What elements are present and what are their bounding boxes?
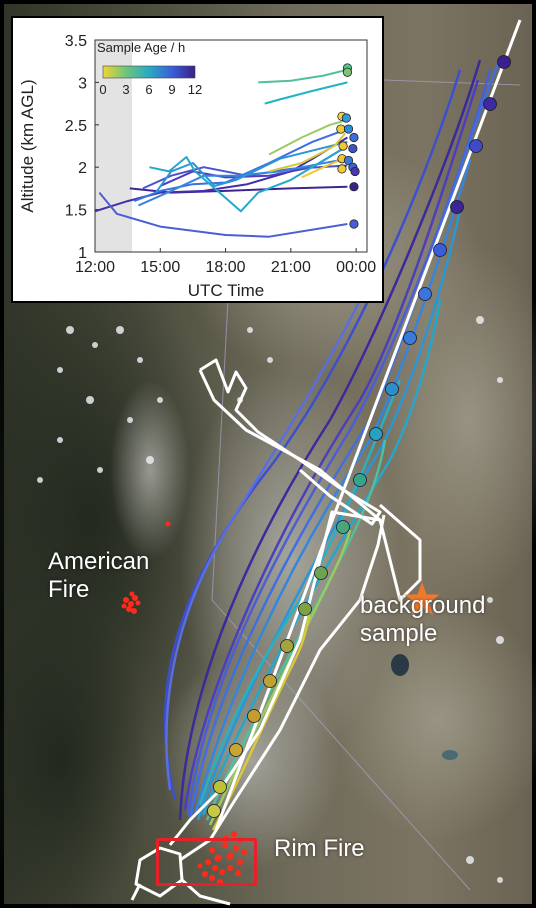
rim-fire-label: Rim Fire xyxy=(274,835,365,862)
colorbar-tick-label: 6 xyxy=(145,82,152,97)
background-sample-label-line1: background xyxy=(360,592,486,619)
y-tick-label: 3 xyxy=(78,75,87,92)
x-tick-label: 21:00 xyxy=(271,259,311,276)
background-sample-label: background sample xyxy=(360,592,485,648)
colorbar-tick-label: 0 xyxy=(99,82,106,97)
sample-point xyxy=(483,97,497,111)
sample-point xyxy=(403,331,417,345)
y-tick-label: 1.5 xyxy=(65,203,87,220)
sample-point xyxy=(280,639,294,653)
trajectory-line xyxy=(149,145,348,213)
altitude-inset-chart: 12:00 15:00 18:00 21:00 00:00 1 1.5 2 2.5 3 3.5 Sa… xyxy=(11,16,384,303)
y-tick-label: 2.5 xyxy=(65,118,87,135)
american-fire-label: American Fire xyxy=(48,548,149,604)
sample-endpoint xyxy=(342,67,353,77)
state-border xyxy=(211,299,471,891)
sample-point xyxy=(369,427,383,441)
trajectory-line xyxy=(159,145,348,187)
sample-endpoint xyxy=(349,132,359,143)
sample-point xyxy=(433,243,447,257)
altitude-chart-svg: 12:00 15:00 18:00 21:00 00:00 1 1.5 2 2.5 3 3.5 Sa… xyxy=(18,33,376,300)
back-trajectories xyxy=(163,59,500,831)
colorbar-title: Sample Age / h xyxy=(97,40,185,55)
american-fire-detections xyxy=(121,521,171,614)
trajectory-line xyxy=(155,140,348,194)
trajectory-line xyxy=(264,81,348,105)
american-fire-label-line1: American xyxy=(48,548,150,575)
colorbar-tick-label: 12 xyxy=(188,82,202,97)
lake xyxy=(391,654,409,676)
colorbar-tick-label: 3 xyxy=(122,82,129,97)
x-tick-label: 18:00 xyxy=(206,259,246,276)
sample-point xyxy=(336,520,350,534)
trajectory-line xyxy=(268,132,346,173)
sample-point xyxy=(213,780,227,794)
colorbar-tick-label: 9 xyxy=(168,82,175,97)
sample-point xyxy=(263,674,277,688)
flight-track xyxy=(130,19,522,906)
x-tick-label: 00:00 xyxy=(336,259,376,276)
sample-point xyxy=(207,804,221,818)
x-tick-label: 15:00 xyxy=(140,259,180,276)
sample-point xyxy=(229,743,243,757)
lake xyxy=(442,750,458,760)
sample-endpoint xyxy=(343,124,354,134)
y-tick-label: 3.5 xyxy=(65,33,87,50)
trajectory-line xyxy=(98,191,348,238)
background-sample-label-line2: sample xyxy=(360,620,438,647)
sample-point xyxy=(469,139,483,153)
sample-point xyxy=(385,382,399,396)
rim-fire-box-outline xyxy=(157,838,256,885)
sample-point xyxy=(314,566,328,580)
trajectory-line xyxy=(258,68,348,84)
y-tick-label: 1 xyxy=(78,245,87,262)
sample-point xyxy=(247,709,261,723)
colorbar-bar xyxy=(102,65,196,79)
sample-endpoint xyxy=(343,155,354,166)
sample-endpoint xyxy=(349,219,359,229)
x-tick-label: 12:00 xyxy=(75,259,115,276)
clouds xyxy=(37,316,504,883)
sample-point xyxy=(497,55,511,69)
sample-point xyxy=(450,200,464,214)
sample-endpoint xyxy=(349,182,359,192)
sample-endpoint xyxy=(348,143,358,154)
trajectory-line xyxy=(301,157,344,179)
star-icon xyxy=(404,582,440,615)
sample-endpoint xyxy=(350,166,360,177)
trajectory-start-points xyxy=(207,55,511,818)
trajectory-line xyxy=(95,136,348,213)
sample-endpoint xyxy=(337,164,347,174)
x-axis-title: UTC Time xyxy=(188,281,265,300)
trajectory-line xyxy=(138,157,348,207)
sample-endpoint xyxy=(341,113,351,123)
sample-endpoint xyxy=(338,141,348,151)
sample-point xyxy=(418,287,432,301)
plot-frame xyxy=(94,39,368,253)
y-tick-label: 2 xyxy=(78,160,87,177)
american-fire-label-line2: Fire xyxy=(48,576,90,603)
sample-point xyxy=(353,473,367,487)
sample-endpoint xyxy=(336,124,346,134)
y-axis-title: Altitude (km AGL) xyxy=(18,79,37,212)
sample-point xyxy=(298,602,312,616)
trajectory-line xyxy=(268,119,346,156)
